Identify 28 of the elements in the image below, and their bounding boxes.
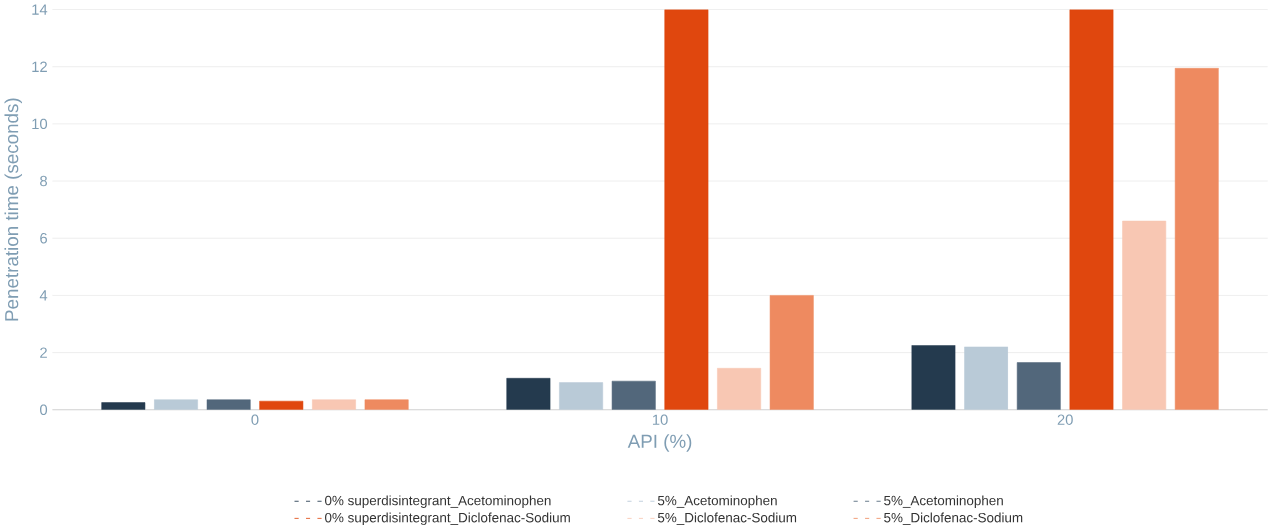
bar xyxy=(154,399,198,410)
legend-label: 0% superdisintegrant_Acetominophen xyxy=(325,495,551,509)
legend-label: 5%_Acetominophen xyxy=(884,495,1003,509)
bar xyxy=(911,345,956,410)
y-tick-label: 14 xyxy=(32,4,48,15)
y-axis-title: Penetration time (seconds) xyxy=(4,98,23,321)
y-tick-label: 0 xyxy=(40,404,48,416)
legend-label: 5%_Acetominophen xyxy=(657,495,777,509)
x-tick-label: 0 xyxy=(251,414,259,426)
bar xyxy=(101,402,146,410)
bar xyxy=(506,378,551,410)
y-tick-label: 10 xyxy=(32,118,48,130)
y-tick-label: 12 xyxy=(32,61,47,73)
legend-label: 5%_Diclofenac-Sodium xyxy=(657,512,797,526)
y-tick-label: 6 xyxy=(40,233,47,244)
bar xyxy=(206,399,251,410)
y-tick-label: 2 xyxy=(40,347,47,358)
bar xyxy=(1016,362,1061,410)
legend-label: 5%_Diclofenac-Sodium xyxy=(884,512,1023,526)
x-axis-title: API (%) xyxy=(627,434,692,452)
bar xyxy=(559,382,604,410)
bar xyxy=(964,346,1009,410)
bar xyxy=(611,381,656,410)
x-tick-label: 20 xyxy=(1057,414,1073,426)
legend-label: 0% superdisintegrant_Diclofenac-Sodium xyxy=(325,512,570,526)
y-tick-label: 4 xyxy=(39,290,48,301)
x-tick-label: 10 xyxy=(652,414,668,426)
y-tick-label: 8 xyxy=(40,176,47,187)
